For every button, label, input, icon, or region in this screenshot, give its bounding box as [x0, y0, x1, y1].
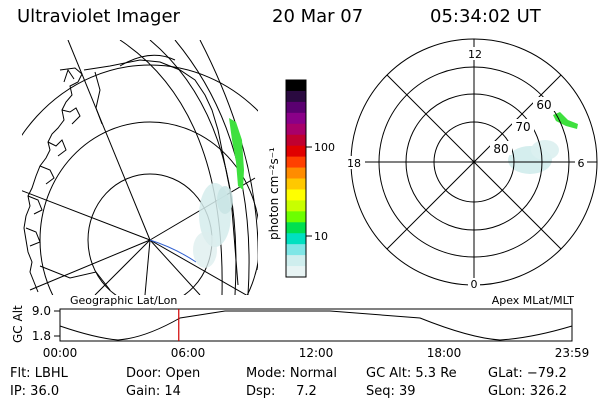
time-tick-06: 06:00	[171, 346, 206, 360]
colorbar-band	[286, 244, 306, 256]
gain-info: Gain: 14	[126, 384, 181, 399]
alt-tick-9: 9.0	[32, 304, 51, 318]
colorbar-label: photon cm⁻²s⁻¹	[267, 147, 281, 240]
colorbar-band	[286, 255, 306, 267]
colorbar-band	[286, 200, 306, 212]
gc-alt-info: GC Alt: 5.3 Re	[366, 366, 457, 381]
colorbar-band	[286, 178, 306, 191]
right-panel-label: Apex MLat/MLT	[492, 294, 575, 307]
colorbar-band	[286, 145, 306, 158]
polar-grid	[350, 38, 598, 286]
time-label: 05:34:02 UT	[430, 6, 541, 27]
mlt-label-18: 18	[347, 157, 361, 170]
alt-axis-label: GC Alt	[11, 305, 25, 343]
colorbar	[286, 80, 306, 278]
colorbar-frame	[285, 79, 307, 278]
flt-info: Flt: LBHL	[10, 366, 68, 381]
colorbar-band	[286, 112, 306, 125]
seq-info: Seq: 39	[366, 384, 416, 399]
instrument-title: Ultraviolet Imager	[17, 6, 180, 27]
dsp-info: Dsp: 7.2	[246, 384, 317, 399]
colorbar-band	[286, 211, 306, 223]
glon-info: GLon: 326.2	[488, 384, 568, 399]
time-tick-18: 18:00	[427, 346, 462, 360]
mlt-label-0: 0	[471, 278, 478, 291]
mlt-label-6: 6	[578, 157, 585, 170]
time-tick-00: 00:00	[43, 346, 78, 360]
colorbar-band	[286, 189, 306, 201]
altitude-plot: 9.0 1.8 GC Alt 00:00 06:00 12:00 18:00 2…	[11, 304, 589, 360]
colorbar-band	[286, 167, 306, 180]
lat-label-70: 70	[515, 120, 530, 134]
colorbar-band	[286, 123, 306, 136]
colorbar-band	[286, 233, 306, 245]
door-info: Door: Open	[126, 366, 201, 381]
lat-label-60: 60	[536, 98, 551, 112]
colorbar-band	[286, 90, 306, 103]
colorbar-tick-10: 10	[314, 230, 328, 243]
mlt-label-12: 12	[468, 48, 482, 61]
left-panel-label: Geographic Lat/Lon	[70, 294, 177, 307]
lat-label-80: 80	[493, 142, 508, 156]
colorbar-band	[286, 156, 306, 169]
colorbar-band	[286, 266, 306, 278]
colorbar-band	[286, 101, 306, 114]
date-label: 20 Mar 07	[272, 6, 364, 27]
alt-tick-1.8: 1.8	[32, 329, 51, 343]
glat-info: GLat: −79.2	[488, 366, 567, 381]
colorbar-band	[286, 222, 306, 234]
time-tick-2359: 23:59	[555, 346, 590, 360]
mode-info: Mode: Normal	[246, 366, 337, 381]
colorbar-band	[286, 80, 306, 92]
time-tick-12: 12:00	[299, 346, 334, 360]
colorbar-band	[286, 134, 306, 147]
colorbar-tick-100: 100	[314, 141, 335, 154]
ip-info: IP: 36.0	[10, 384, 60, 399]
